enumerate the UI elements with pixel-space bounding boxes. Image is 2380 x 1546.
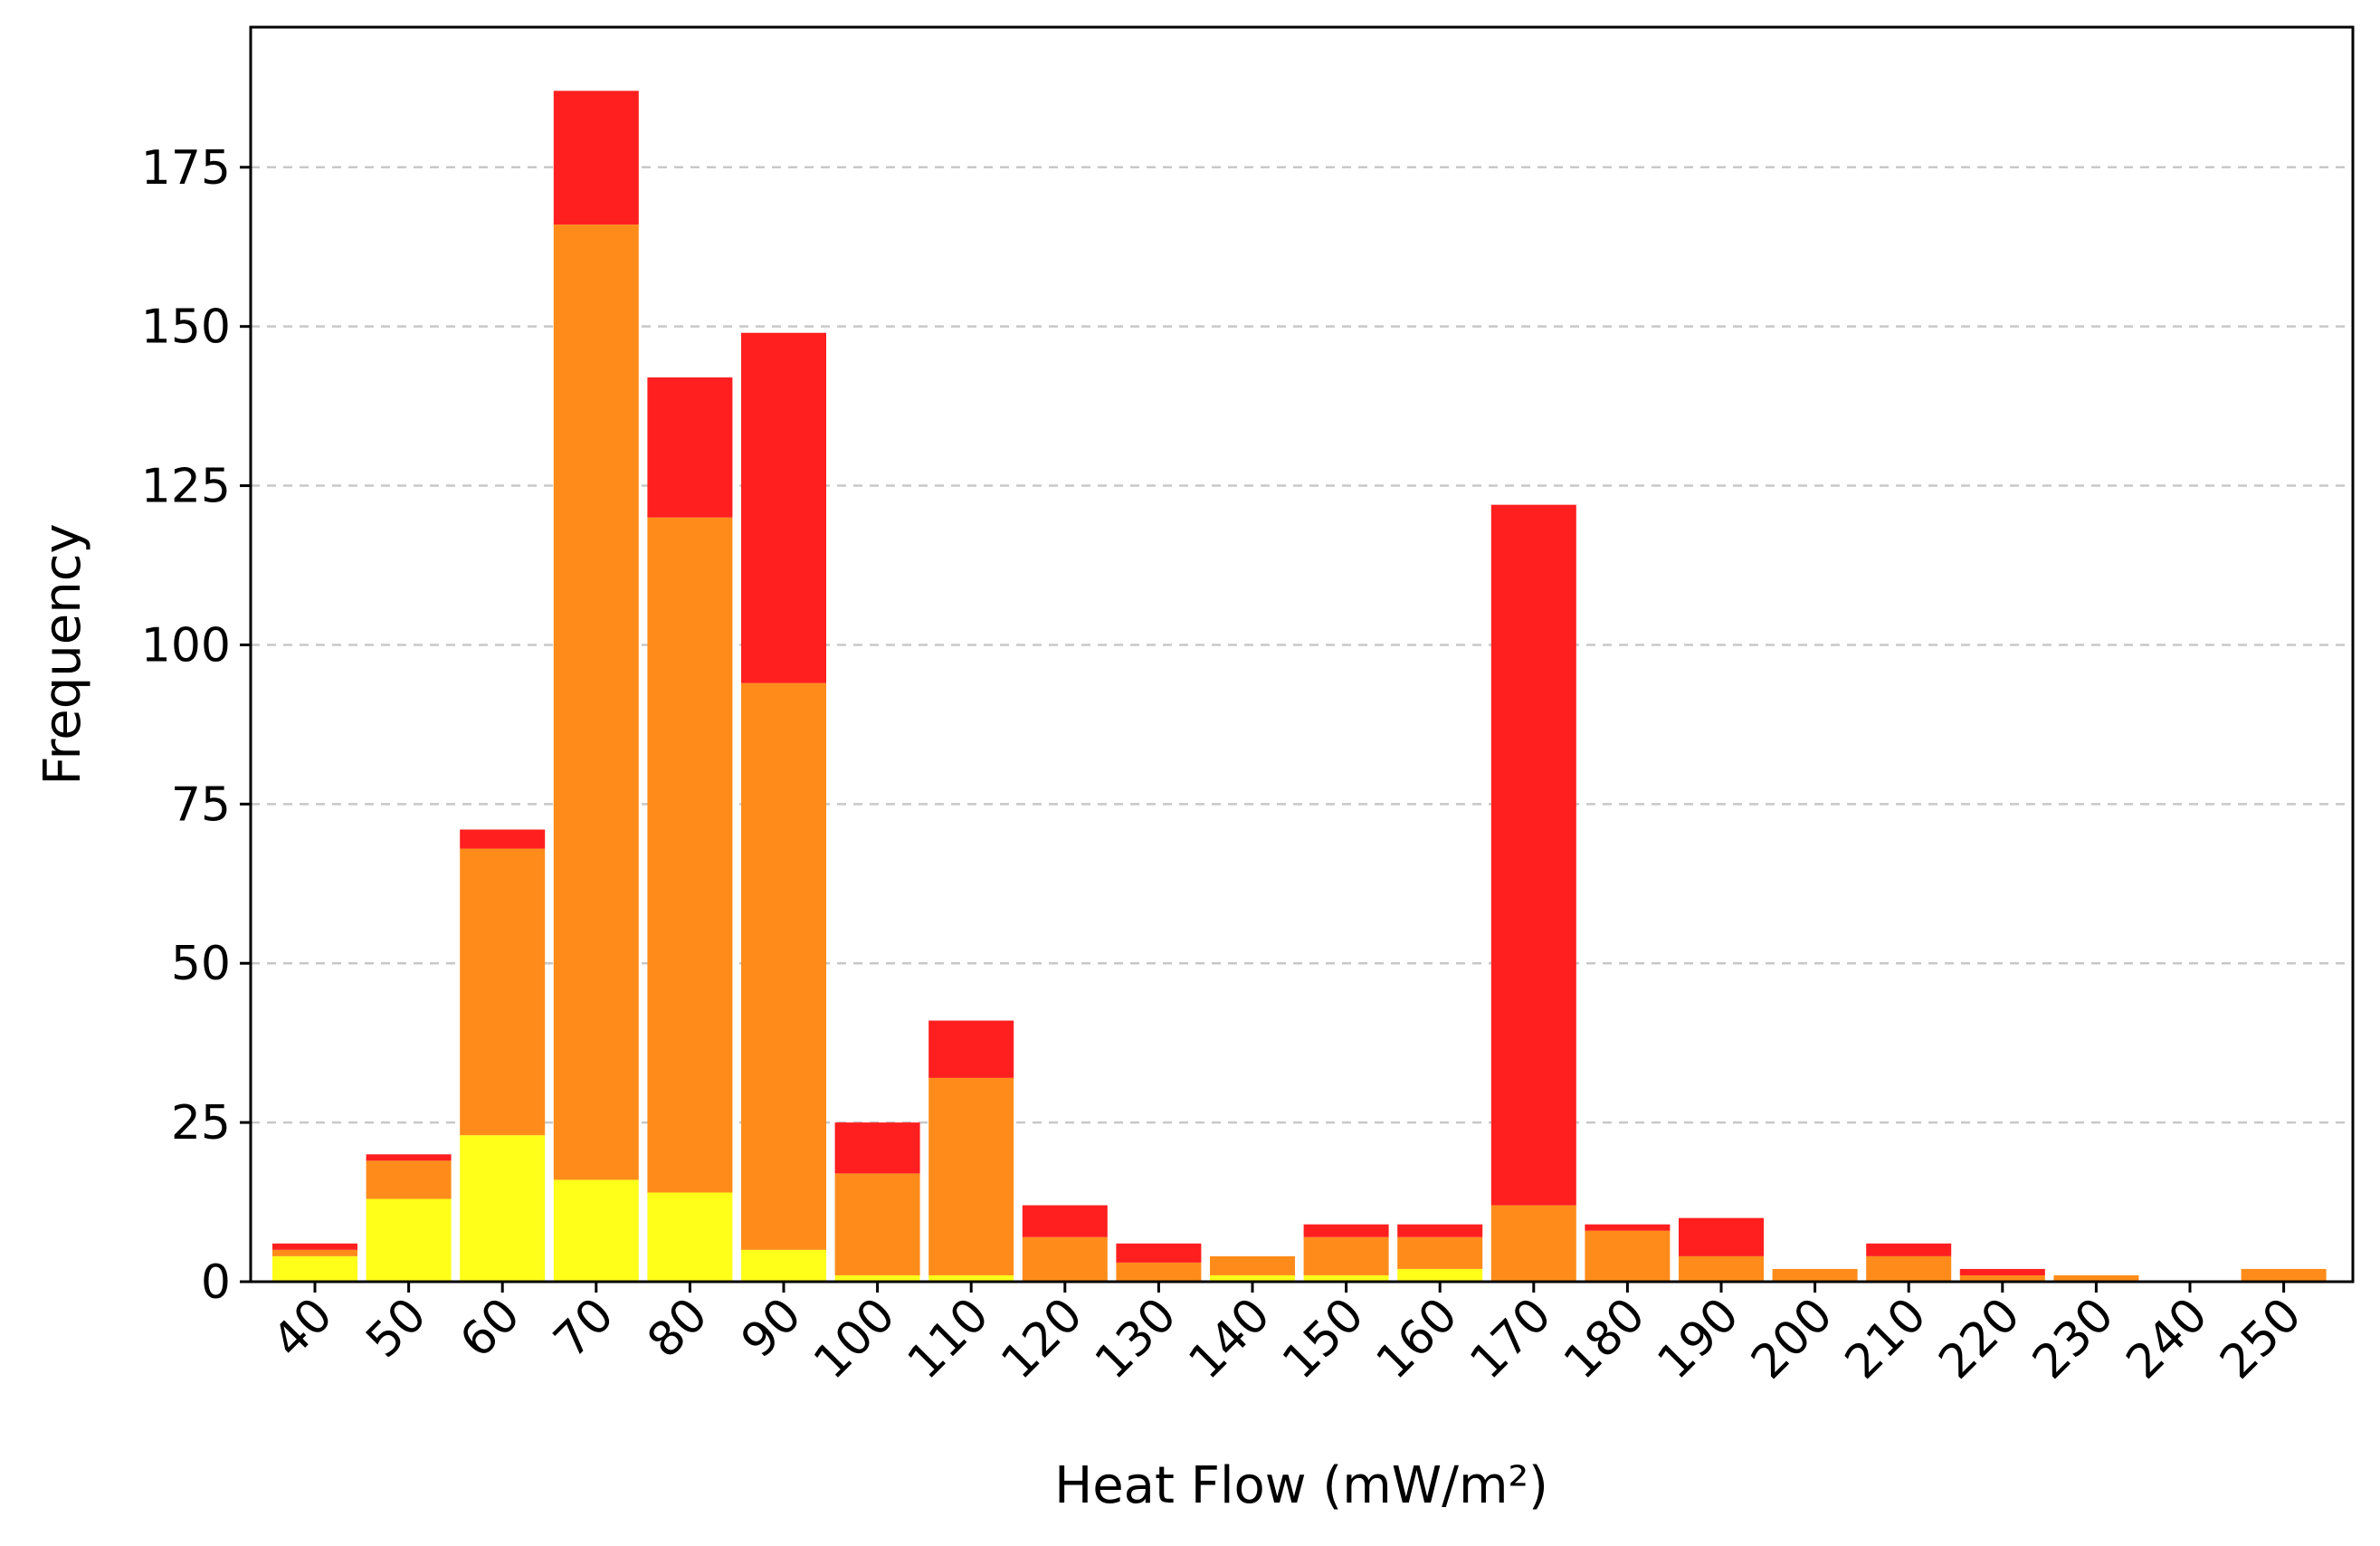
bar-segment bbox=[1116, 1262, 1202, 1282]
y-tick-label: 50 bbox=[171, 937, 231, 991]
x-tick-label: 250 bbox=[2210, 1288, 2312, 1390]
bar-segment bbox=[553, 224, 639, 1180]
bar-segment bbox=[1866, 1255, 1952, 1282]
y-tick-label: 175 bbox=[141, 141, 231, 196]
x-tick-label: 70 bbox=[544, 1288, 624, 1369]
x-tick-label: 210 bbox=[1835, 1288, 1937, 1390]
y-tick-label: 75 bbox=[171, 778, 231, 832]
bar-segment bbox=[2053, 1274, 2139, 1282]
bar-segment bbox=[1116, 1243, 1202, 1263]
bar-segment bbox=[366, 1160, 452, 1199]
bar-segment bbox=[834, 1122, 920, 1174]
x-tick-label: 190 bbox=[1648, 1288, 1750, 1390]
bar-segment bbox=[1585, 1230, 1671, 1282]
y-tick-label: 125 bbox=[141, 460, 231, 514]
x-tick-label: 230 bbox=[2023, 1288, 2125, 1390]
bar-segment bbox=[1210, 1255, 1295, 1275]
x-tick-label: 160 bbox=[1366, 1288, 1469, 1390]
bar-segment bbox=[1397, 1224, 1483, 1237]
bar-segment bbox=[1959, 1274, 2045, 1282]
x-tick-label: 130 bbox=[1085, 1288, 1187, 1390]
x-tick-label: 100 bbox=[804, 1288, 906, 1390]
bar-segment bbox=[1303, 1236, 1389, 1275]
bar-segment bbox=[647, 1192, 733, 1282]
bar-segment bbox=[1490, 504, 1576, 1206]
x-tick-label: 40 bbox=[262, 1288, 343, 1369]
bar-segment bbox=[366, 1198, 452, 1282]
bar-segment bbox=[272, 1243, 357, 1250]
x-tick-label: 90 bbox=[731, 1288, 812, 1369]
bar-segment bbox=[741, 332, 826, 683]
bar-segment bbox=[834, 1173, 920, 1275]
x-tick-label: 150 bbox=[1272, 1288, 1375, 1390]
bar-segment bbox=[741, 1249, 826, 1282]
y-tick-label: 25 bbox=[171, 1096, 231, 1150]
y-axis-label: Frequency bbox=[33, 523, 92, 785]
y-axis: 0 25 50 75 100 125 150 175 bbox=[141, 141, 251, 1310]
x-tick-label: 50 bbox=[357, 1288, 437, 1369]
bar-segment bbox=[1679, 1255, 1764, 1282]
bar-segment bbox=[1397, 1236, 1483, 1269]
bars bbox=[272, 91, 2327, 1282]
bar-segment bbox=[741, 682, 826, 1250]
bar-segment bbox=[1303, 1224, 1389, 1237]
bar-segment bbox=[647, 517, 733, 1193]
bar-segment bbox=[1397, 1268, 1483, 1282]
x-tick-label: 180 bbox=[1554, 1288, 1656, 1390]
x-tick-label: 110 bbox=[898, 1288, 1000, 1390]
bar-segment bbox=[1022, 1236, 1108, 1282]
bar-segment bbox=[1959, 1268, 2045, 1275]
x-tick-label: 60 bbox=[450, 1288, 530, 1369]
bar-segment bbox=[272, 1249, 357, 1256]
bar-segment bbox=[553, 1179, 639, 1282]
x-tick-label: 170 bbox=[1460, 1288, 1562, 1390]
bar-segment bbox=[1585, 1224, 1671, 1231]
bar-segment bbox=[1772, 1268, 1858, 1282]
bar-segment bbox=[1866, 1243, 1952, 1256]
x-tick-label: 80 bbox=[637, 1288, 718, 1369]
y-tick-label: 100 bbox=[141, 618, 231, 673]
bar-segment bbox=[928, 1274, 1014, 1282]
bar-segment bbox=[272, 1255, 357, 1282]
bar-segment bbox=[834, 1274, 920, 1282]
y-tick-label: 150 bbox=[141, 301, 231, 355]
x-tick-label: 220 bbox=[1928, 1288, 2031, 1390]
bar-segment bbox=[647, 377, 733, 518]
x-axis: 40 50 60 70 80 901001101201301401501601701801… bbox=[262, 1282, 2312, 1389]
plot-frame bbox=[249, 25, 2355, 1284]
bar-segment bbox=[460, 1135, 546, 1282]
bar-segment bbox=[553, 91, 639, 225]
x-tick-label: 240 bbox=[2117, 1288, 2219, 1390]
bar-segment bbox=[1022, 1205, 1108, 1237]
x-axis-label: Heat Flow (mW/m²) bbox=[1054, 1456, 1548, 1515]
x-tick-label: 120 bbox=[991, 1288, 1093, 1390]
bar-segment bbox=[2241, 1268, 2327, 1282]
bar-segment bbox=[1490, 1205, 1576, 1282]
y-tick-label: 0 bbox=[201, 1255, 231, 1310]
x-tick-label: 140 bbox=[1179, 1288, 1281, 1390]
bar-segment bbox=[1303, 1274, 1389, 1282]
bar-segment bbox=[928, 1077, 1014, 1275]
bar-segment bbox=[1679, 1217, 1764, 1256]
x-tick-label: 200 bbox=[1741, 1288, 1843, 1390]
bar-segment bbox=[460, 848, 546, 1136]
bar-segment bbox=[1210, 1274, 1295, 1282]
bar-segment bbox=[460, 829, 546, 849]
bar-segment bbox=[928, 1020, 1014, 1078]
bar-segment bbox=[366, 1154, 452, 1161]
